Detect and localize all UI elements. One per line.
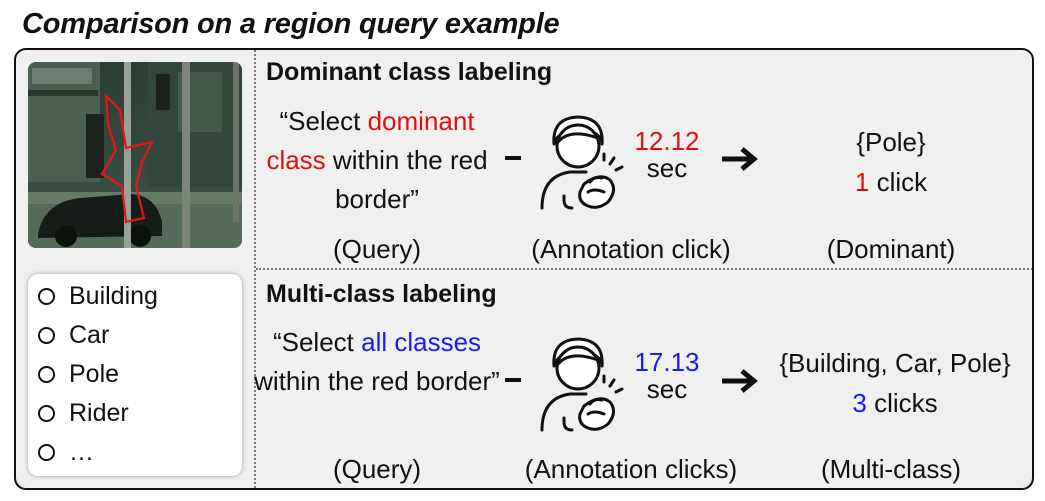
class-option-building[interactable]: Building bbox=[38, 282, 158, 311]
query-prefix: “Select bbox=[272, 327, 362, 357]
person-clicking-icon bbox=[534, 112, 624, 221]
result-set: {Pole} bbox=[856, 127, 926, 157]
multi-time: 17.13 sec bbox=[622, 349, 712, 403]
query-prefix: “Select bbox=[279, 106, 368, 136]
click-count-number: 3 bbox=[852, 388, 867, 418]
time-value: 17.13 bbox=[634, 347, 700, 377]
class-label: Pole bbox=[69, 360, 120, 388]
query-highlight: dominant class bbox=[266, 106, 475, 175]
class-option-more[interactable]: … bbox=[38, 438, 94, 467]
multi-heading: Multi-class labeling bbox=[266, 280, 497, 308]
class-options-list: Building Car Pole Rider … bbox=[28, 274, 242, 476]
click-count-label: click bbox=[869, 167, 928, 197]
left-column: Building Car Pole Rider … bbox=[16, 50, 256, 488]
figure-title: Comparison on a region query example bbox=[22, 8, 560, 40]
dominant-time: 12.12 sec bbox=[622, 128, 712, 182]
comparison-panel: Building Car Pole Rider … Dominant class… bbox=[14, 48, 1034, 490]
dominant-result: {Pole} 1 click bbox=[786, 122, 996, 202]
dominant-query-text: “Select dominant class within the red bo… bbox=[252, 102, 502, 219]
multi-query-text: “Select all classes within the red borde… bbox=[252, 323, 502, 401]
vertical-divider bbox=[254, 50, 256, 488]
caption-result: (Multi-class) bbox=[820, 454, 962, 484]
click-count-label: clicks bbox=[866, 388, 938, 418]
class-option-car[interactable]: Car bbox=[38, 321, 109, 350]
radio-circle-icon[interactable] bbox=[38, 405, 55, 422]
caption-annotation: (Annotation click) bbox=[531, 234, 731, 264]
street-scene-image bbox=[28, 62, 242, 248]
dominant-heading: Dominant class labeling bbox=[266, 58, 553, 86]
query-suffix: within the red border” bbox=[254, 366, 500, 396]
caption-query: (Query) bbox=[332, 454, 422, 484]
class-label: Car bbox=[69, 321, 110, 349]
caption-query: (Query) bbox=[332, 234, 422, 264]
click-count: 1 click bbox=[786, 162, 996, 202]
caption-annotation: (Annotation clicks) bbox=[524, 454, 738, 484]
horizontal-divider bbox=[256, 268, 1032, 270]
click-count: 3 clicks bbox=[760, 383, 1030, 423]
radio-circle-icon[interactable] bbox=[38, 327, 55, 344]
class-option-pole[interactable]: Pole bbox=[38, 360, 119, 389]
connector-dash bbox=[505, 378, 521, 382]
query-suffix: within the red border” bbox=[325, 145, 488, 214]
person-clicking-icon bbox=[534, 334, 624, 443]
right-arrow-icon bbox=[722, 369, 758, 393]
class-label: Building bbox=[69, 282, 158, 310]
radio-circle-icon[interactable] bbox=[38, 366, 55, 383]
class-label: … bbox=[69, 438, 94, 466]
class-label: Rider bbox=[69, 399, 129, 427]
radio-circle-icon[interactable] bbox=[38, 444, 55, 461]
multi-result: {Building, Car, Pole} 3 clicks bbox=[760, 343, 1030, 423]
time-unit: sec bbox=[646, 374, 688, 404]
connector-dash bbox=[505, 156, 521, 160]
time-unit: sec bbox=[646, 153, 688, 183]
radio-circle-icon[interactable] bbox=[38, 288, 55, 305]
click-count-number: 1 bbox=[854, 167, 870, 197]
result-set: {Building, Car, Pole} bbox=[779, 348, 1011, 378]
caption-result: (Dominant) bbox=[826, 234, 956, 264]
time-value: 12.12 bbox=[634, 126, 700, 156]
right-arrow-icon bbox=[722, 147, 758, 171]
query-highlight: all classes bbox=[361, 327, 482, 357]
class-option-rider[interactable]: Rider bbox=[38, 399, 129, 428]
